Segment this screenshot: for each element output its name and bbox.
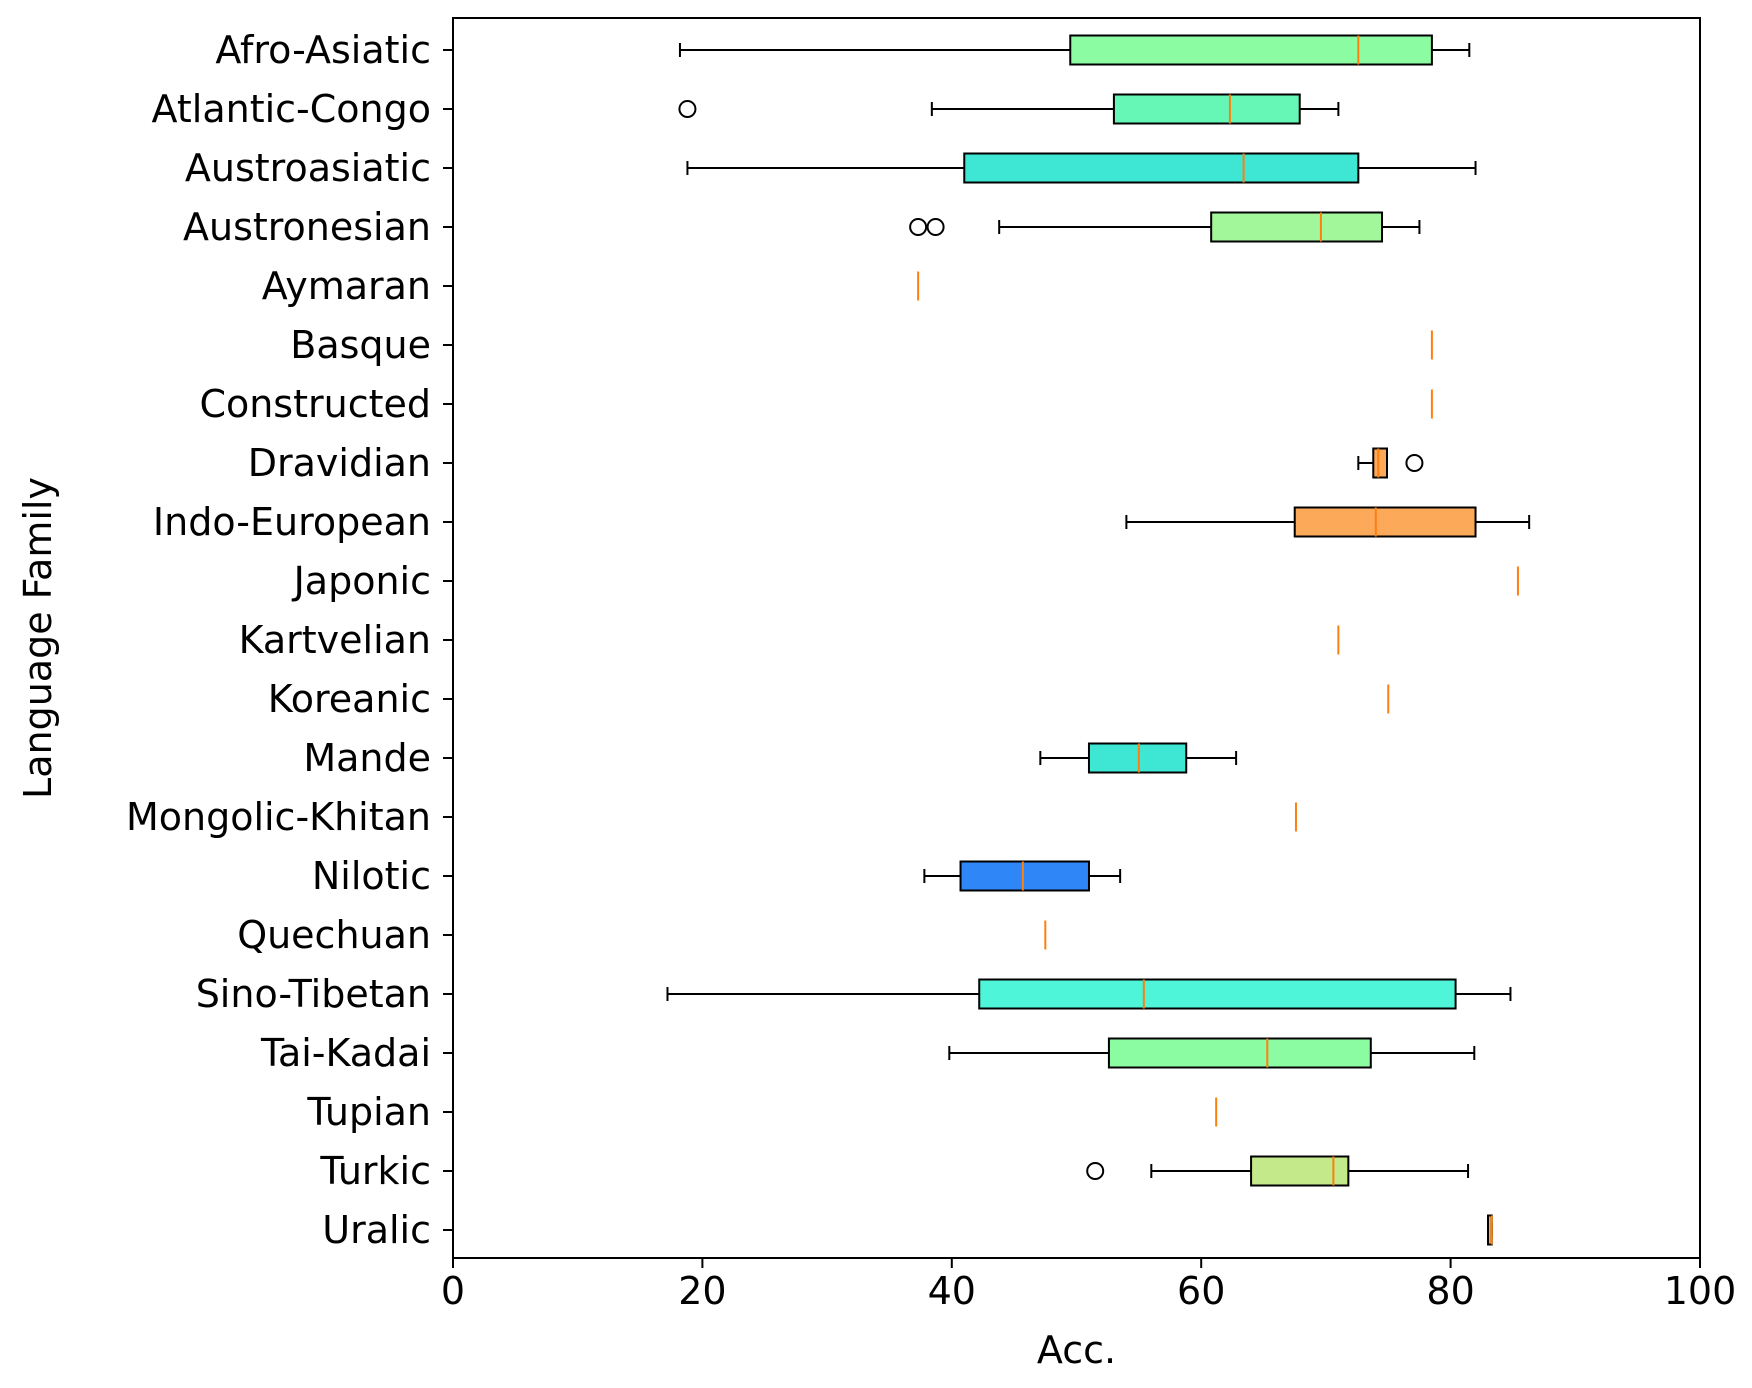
box-group-austroasiatic [686,152,1477,184]
y-tick-label: Tupian [306,1090,431,1134]
x-tick-label: 40 [928,1269,976,1313]
y-axis-title: Language Family [16,477,60,799]
box-group-mande [1039,742,1238,774]
y-tick-label: Mande [303,736,431,780]
iqr-box [978,978,1457,1010]
outlier-point [926,218,945,236]
outlier-point [678,100,697,118]
plot-frame [452,17,1701,1259]
y-tick-label: Aymaran [262,264,431,308]
y-tick-label: Dravidian [248,441,431,485]
x-tick-label: 100 [1664,1269,1737,1313]
y-tick-label: Tai-Kadai [260,1031,431,1075]
box-group-tai-kadai [948,1037,1476,1069]
x-tick-label: 20 [678,1269,726,1313]
y-tick-label: Uralic [322,1208,431,1252]
iqr-box [1107,1037,1372,1069]
plot-area [453,18,1700,1258]
box-group-uralic [1487,1214,1493,1246]
iqr-box [1087,742,1188,774]
y-tick-label: Japonic [292,559,431,603]
outlier-point [1405,454,1424,472]
boxes-layer [666,34,1531,1246]
box-group-turkic [1086,1155,1470,1187]
iqr-box [1250,1155,1350,1187]
x-axis-title: Acc. [1037,1328,1116,1372]
y-tick-label: Turkic [319,1149,431,1193]
outlier-point [1086,1162,1105,1180]
x-tick-label: 60 [1177,1269,1225,1313]
y-tick-label: Austroasiatic [185,146,431,190]
box-group-afro-asiatic [678,34,1471,66]
y-tick-label: Kartvelian [239,618,431,662]
outlier-point [909,218,928,236]
box-group-nilotic [923,860,1122,892]
iqr-box [1069,34,1433,66]
y-tick-label: Koreanic [268,677,431,721]
box-group-sino-tibetan [666,978,1512,1010]
y-tick-label: Indo-European [153,500,431,544]
box-group-atlantic-congo [678,93,1340,125]
y-tick-label: Mongolic-Khitan [126,795,431,839]
iqr-box [1112,93,1301,125]
y-tick-label: Quechuan [237,913,431,957]
x-tick-label: 80 [1426,1269,1474,1313]
box-group-austronesian [909,211,1421,243]
iqr-box [963,152,1360,184]
y-tick-label: Nilotic [312,854,431,898]
iqr-box [959,860,1090,892]
iqr-box [1210,211,1384,243]
y-tick-label: Sino-Tibetan [196,972,431,1016]
axis-layer: 0 20 40 60 80 100 Afro-Asiatic Atlantic-Congo Au… [126,28,1736,1313]
y-tick-label: Basque [290,323,431,367]
iqr-box [1372,447,1389,479]
y-tick-label: Austronesian [183,205,431,249]
y-tick-label: Constructed [199,382,431,426]
x-tick-label: 0 [441,1269,465,1313]
box-group-indo-european [1125,506,1531,538]
y-tick-label: Atlantic-Congo [152,87,431,131]
box-group-dravidian [1357,447,1424,479]
y-tick-label: Afro-Asiatic [215,28,431,72]
iqr-box [1293,506,1477,538]
